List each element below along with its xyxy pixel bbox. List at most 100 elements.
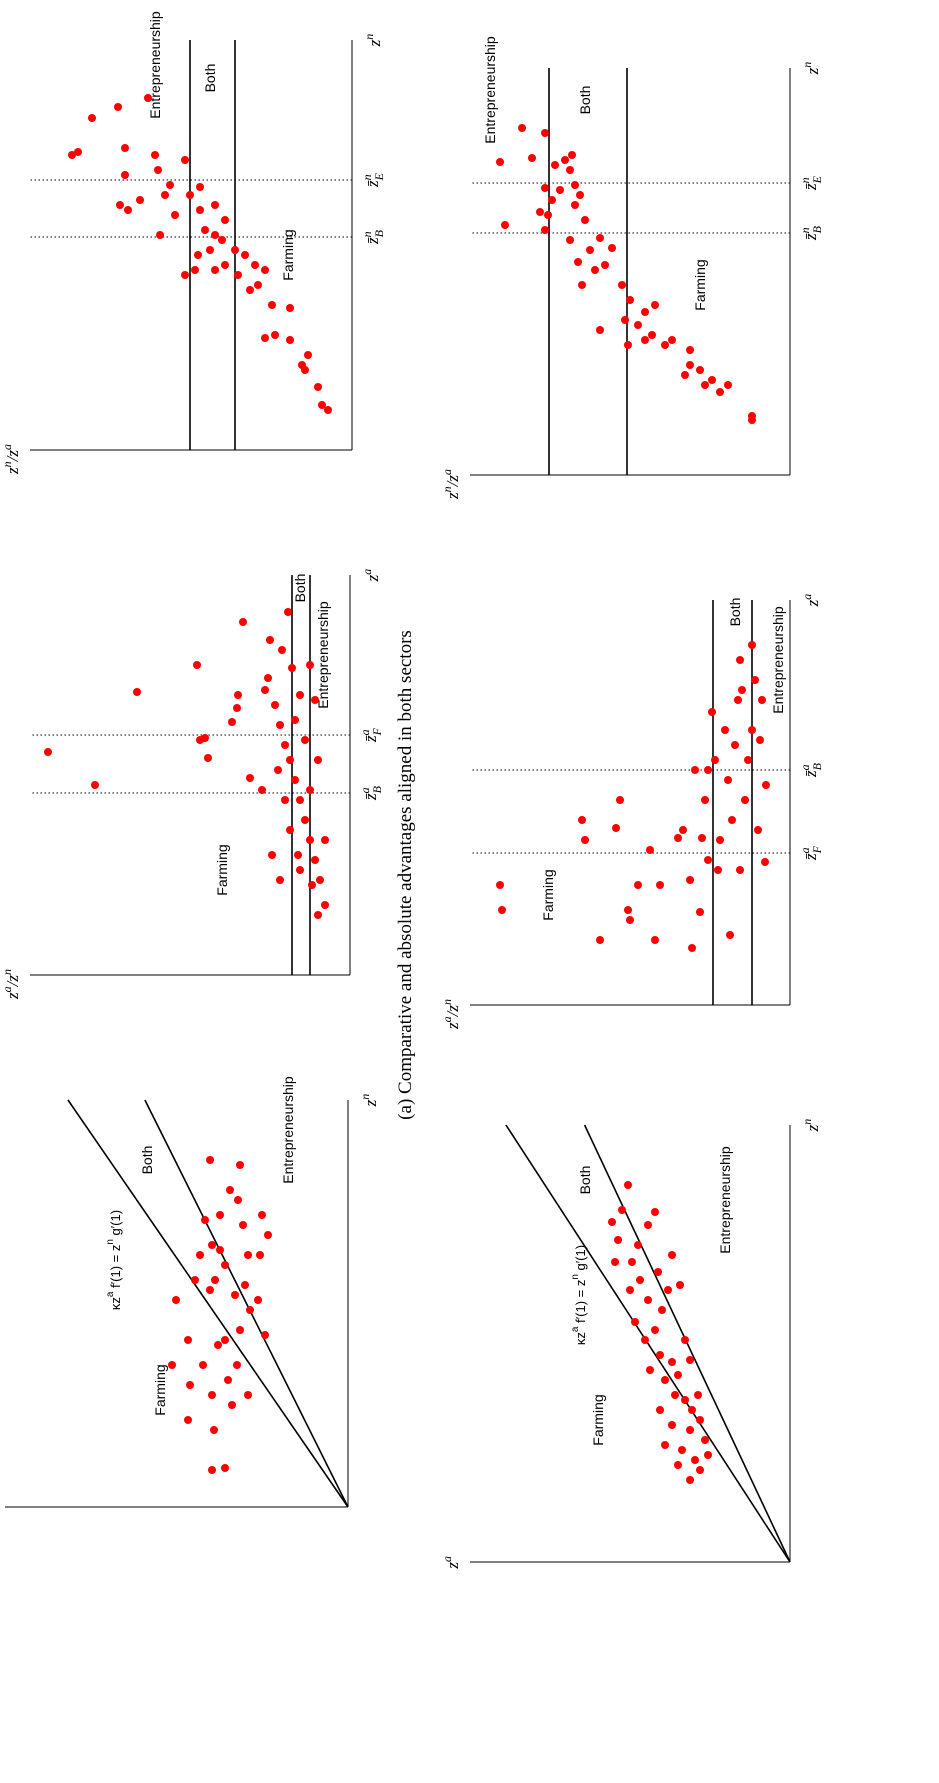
point <box>191 1276 199 1284</box>
point <box>228 718 236 726</box>
region-label: Entrepreneurship <box>280 1076 296 1184</box>
point <box>576 191 584 199</box>
region-label: Entrepreneurship <box>770 606 786 714</box>
point <box>636 1276 644 1284</box>
point <box>306 661 314 669</box>
region-label: Farming <box>280 229 296 280</box>
point <box>626 1286 634 1294</box>
point <box>231 246 239 254</box>
point <box>641 308 649 316</box>
point <box>321 836 329 844</box>
region-label: Farming <box>152 1364 168 1415</box>
threshold-label-part: z̄ <box>801 770 820 778</box>
y-axis-label-part: z <box>3 992 22 1000</box>
point <box>696 1416 704 1424</box>
point <box>648 331 656 339</box>
point <box>181 156 189 164</box>
point <box>581 836 589 844</box>
point <box>661 1441 669 1449</box>
point <box>314 383 322 391</box>
point <box>566 166 574 174</box>
point <box>651 1208 659 1216</box>
point <box>91 781 99 789</box>
point <box>201 226 209 234</box>
point <box>151 151 159 159</box>
point <box>199 1361 207 1369</box>
x-axis-label-part: z <box>363 574 382 582</box>
point <box>698 834 706 842</box>
threshold-label: z̄aB <box>798 762 824 778</box>
point <box>691 1456 699 1464</box>
panel: znzn/zaz̄nBz̄nEFarmingBothEntrepreneursh… <box>440 36 824 500</box>
threshold-label-part: n <box>798 177 812 183</box>
threshold-label-part: a <box>358 787 372 793</box>
threshold-label-part: B <box>370 785 384 793</box>
boundary-line <box>505 1124 791 1563</box>
x-axis-label: zn <box>800 62 822 76</box>
y-axis-label: za/zn <box>440 999 462 1030</box>
point <box>239 1221 247 1229</box>
threshold-label-part: z̄ <box>801 183 820 191</box>
x-axis-label-part: n <box>358 1094 372 1100</box>
x-axis-label-part: z <box>803 1124 822 1132</box>
x-axis-label-part: a <box>800 594 814 600</box>
point <box>294 851 302 859</box>
point <box>738 686 746 694</box>
x-axis-label-part: z <box>365 39 384 47</box>
point <box>691 766 699 774</box>
point <box>541 129 549 137</box>
threshold-label-part: z̄ <box>801 853 820 861</box>
point <box>44 748 52 756</box>
point <box>318 401 326 409</box>
region-label: Entrepreneurship <box>315 601 331 709</box>
formula-label-part: f′(1) = z <box>108 1245 123 1292</box>
point <box>211 201 219 209</box>
point <box>316 876 324 884</box>
point <box>291 776 299 784</box>
threshold-label-part: n <box>360 231 374 237</box>
point <box>634 321 642 329</box>
point <box>688 944 696 952</box>
point <box>214 1341 222 1349</box>
region-label: Both <box>727 598 743 627</box>
point <box>668 336 676 344</box>
threshold-label-part: E <box>810 175 824 184</box>
point <box>246 774 254 782</box>
point <box>304 351 312 359</box>
x-axis-label: zn <box>800 1119 822 1133</box>
point <box>156 231 164 239</box>
point <box>566 236 574 244</box>
formula-label-part: g′(1) <box>573 1245 588 1274</box>
point <box>121 171 129 179</box>
threshold-label: z̄nB <box>798 225 824 241</box>
point <box>221 1336 229 1344</box>
point <box>701 796 709 804</box>
point <box>568 151 576 159</box>
point <box>286 304 294 312</box>
x-axis-label: zn <box>358 1094 380 1108</box>
threshold-label-part: B <box>372 229 386 237</box>
point <box>210 1426 218 1434</box>
point <box>704 856 712 864</box>
region-label: Both <box>577 86 593 115</box>
region-label: Farming <box>692 259 708 310</box>
point <box>628 1258 636 1266</box>
point <box>596 326 604 334</box>
point <box>608 1218 616 1226</box>
point <box>264 674 272 682</box>
point <box>656 881 664 889</box>
point <box>324 406 332 414</box>
point <box>748 726 756 734</box>
point <box>668 1358 676 1366</box>
threshold-label-part: n <box>798 227 812 233</box>
point <box>261 1331 269 1339</box>
point <box>721 726 729 734</box>
threshold-label-part: z̄ <box>361 735 380 743</box>
point <box>596 936 604 944</box>
point <box>626 296 634 304</box>
point <box>701 1436 709 1444</box>
point <box>121 144 129 152</box>
formula-label-part: g′(1) <box>108 1210 123 1239</box>
